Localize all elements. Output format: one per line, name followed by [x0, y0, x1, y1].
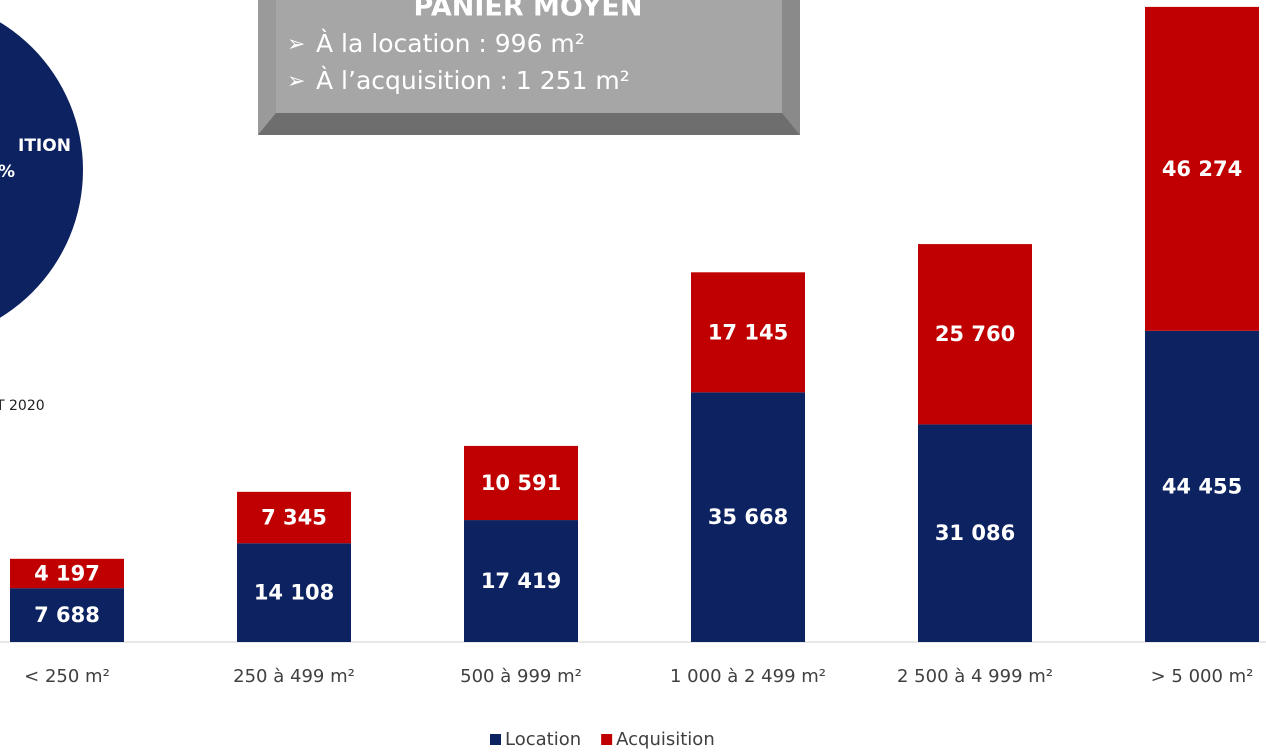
- box-title: PANIER MOYEN: [414, 0, 643, 23]
- annotation-box: PANIER MOYEN ➢ À la location : 996 m² ➢ …: [258, 0, 800, 135]
- legend-label: Acquisition: [616, 729, 715, 750]
- svg-text:➢: ➢: [287, 69, 305, 94]
- box-line: À l’acquisition : 1 251 m²: [316, 66, 630, 95]
- value-label: 14 108: [254, 581, 334, 605]
- svg-text:➢: ➢: [287, 32, 305, 57]
- value-label: 31 086: [935, 521, 1015, 545]
- bar-segment: [464, 445, 578, 521]
- legend-label: Location: [505, 729, 581, 750]
- bar-segment: [691, 392, 805, 642]
- value-label: 10 591: [481, 471, 561, 495]
- legend-swatch: [601, 734, 613, 745]
- bar-segment: [1145, 6, 1259, 331]
- x-tick-label: 500 à 999 m²: [460, 666, 582, 687]
- value-label: 46 274: [1162, 157, 1242, 181]
- box-line: À la location : 996 m²: [316, 29, 585, 58]
- bar-segment: [10, 558, 124, 589]
- x-tick-label: 250 à 499 m²: [233, 666, 355, 687]
- value-label: 17 145: [708, 320, 788, 344]
- bar-segment: [237, 543, 351, 642]
- bar-segment: [237, 491, 351, 544]
- value-label: 44 455: [1162, 474, 1242, 498]
- pie-fragment: [0, 22, 83, 318]
- note: T 2020: [0, 398, 45, 414]
- pie-label: ITION: [18, 136, 71, 156]
- value-label: 25 760: [935, 322, 1015, 346]
- bar-segment: [691, 272, 805, 393]
- value-label: 35 668: [708, 505, 788, 529]
- bar-segment: [464, 520, 578, 642]
- x-tick-label: > 5 000 m²: [1151, 666, 1254, 687]
- value-label: 7 688: [34, 603, 100, 627]
- bar-segment: [918, 424, 1032, 642]
- bar-segment: [1145, 330, 1259, 642]
- value-label: 4 197: [34, 561, 100, 585]
- x-tick-label: 2 500 à 4 999 m²: [897, 666, 1053, 687]
- value-label: 7 345: [261, 506, 327, 530]
- legend-swatch: [490, 734, 501, 745]
- bar-segment: [10, 588, 124, 642]
- x-tick-label: < 250 m²: [24, 666, 110, 687]
- value-label: 17 419: [481, 569, 561, 593]
- x-tick-label: 1 000 à 2 499 m²: [670, 666, 826, 687]
- pie-label: %: [0, 162, 15, 182]
- bar-segment: [918, 244, 1032, 425]
